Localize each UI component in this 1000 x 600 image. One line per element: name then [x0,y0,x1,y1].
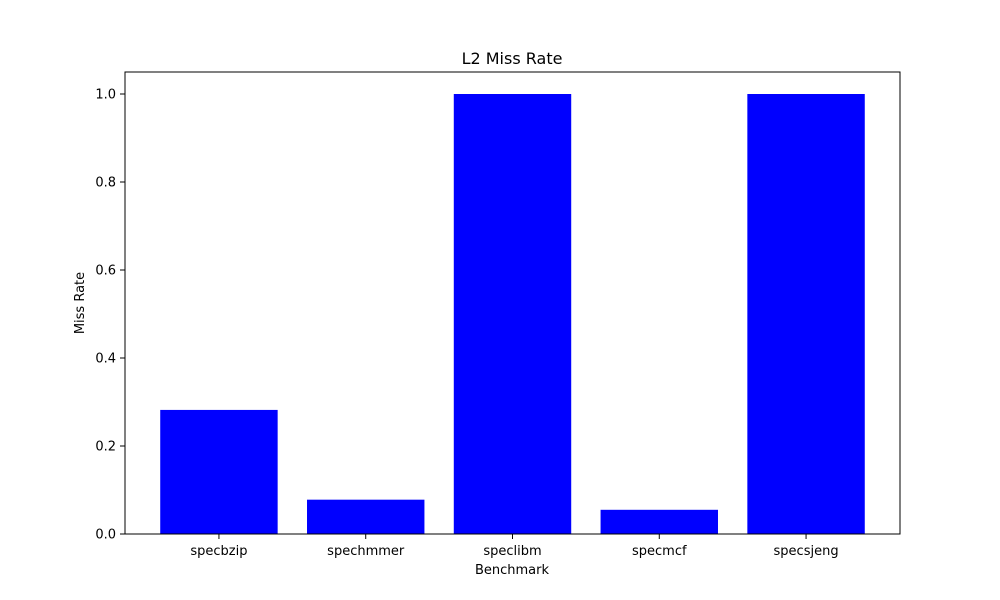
x-tick-label: speclibm [483,544,541,559]
x-tick-label: specmcf [632,544,687,559]
chart-title: L2 Miss Rate [462,49,563,68]
bar-specsjeng [747,94,865,534]
bar-specbzip [160,409,278,534]
bar-speclibm [453,94,572,534]
x-tick-label: spechmmer [327,544,405,559]
x-tick-label: specsjeng [774,544,839,559]
y-tick-label: 1.0 [95,88,116,103]
x-tick-label: specbzip [190,544,247,559]
x-axis: specbzip spechmmer speclibm specmcf specsjen… [190,534,839,559]
x-axis-label: Benchmark [475,563,550,578]
bars-group [160,94,865,534]
y-tick-label: 0.0 [95,528,116,543]
y-tick-label: 0.2 [95,440,116,455]
y-axis: 0.0 0.2 0.4 0.6 0.8 1.0 [95,88,125,543]
bar-spechmmer [307,499,425,534]
y-tick-label: 0.6 [95,264,116,279]
y-tick-label: 0.4 [95,352,116,367]
bar-specmcf [600,509,718,534]
y-axis-label: Miss Rate [73,272,88,334]
y-tick-label: 0.8 [95,176,116,191]
